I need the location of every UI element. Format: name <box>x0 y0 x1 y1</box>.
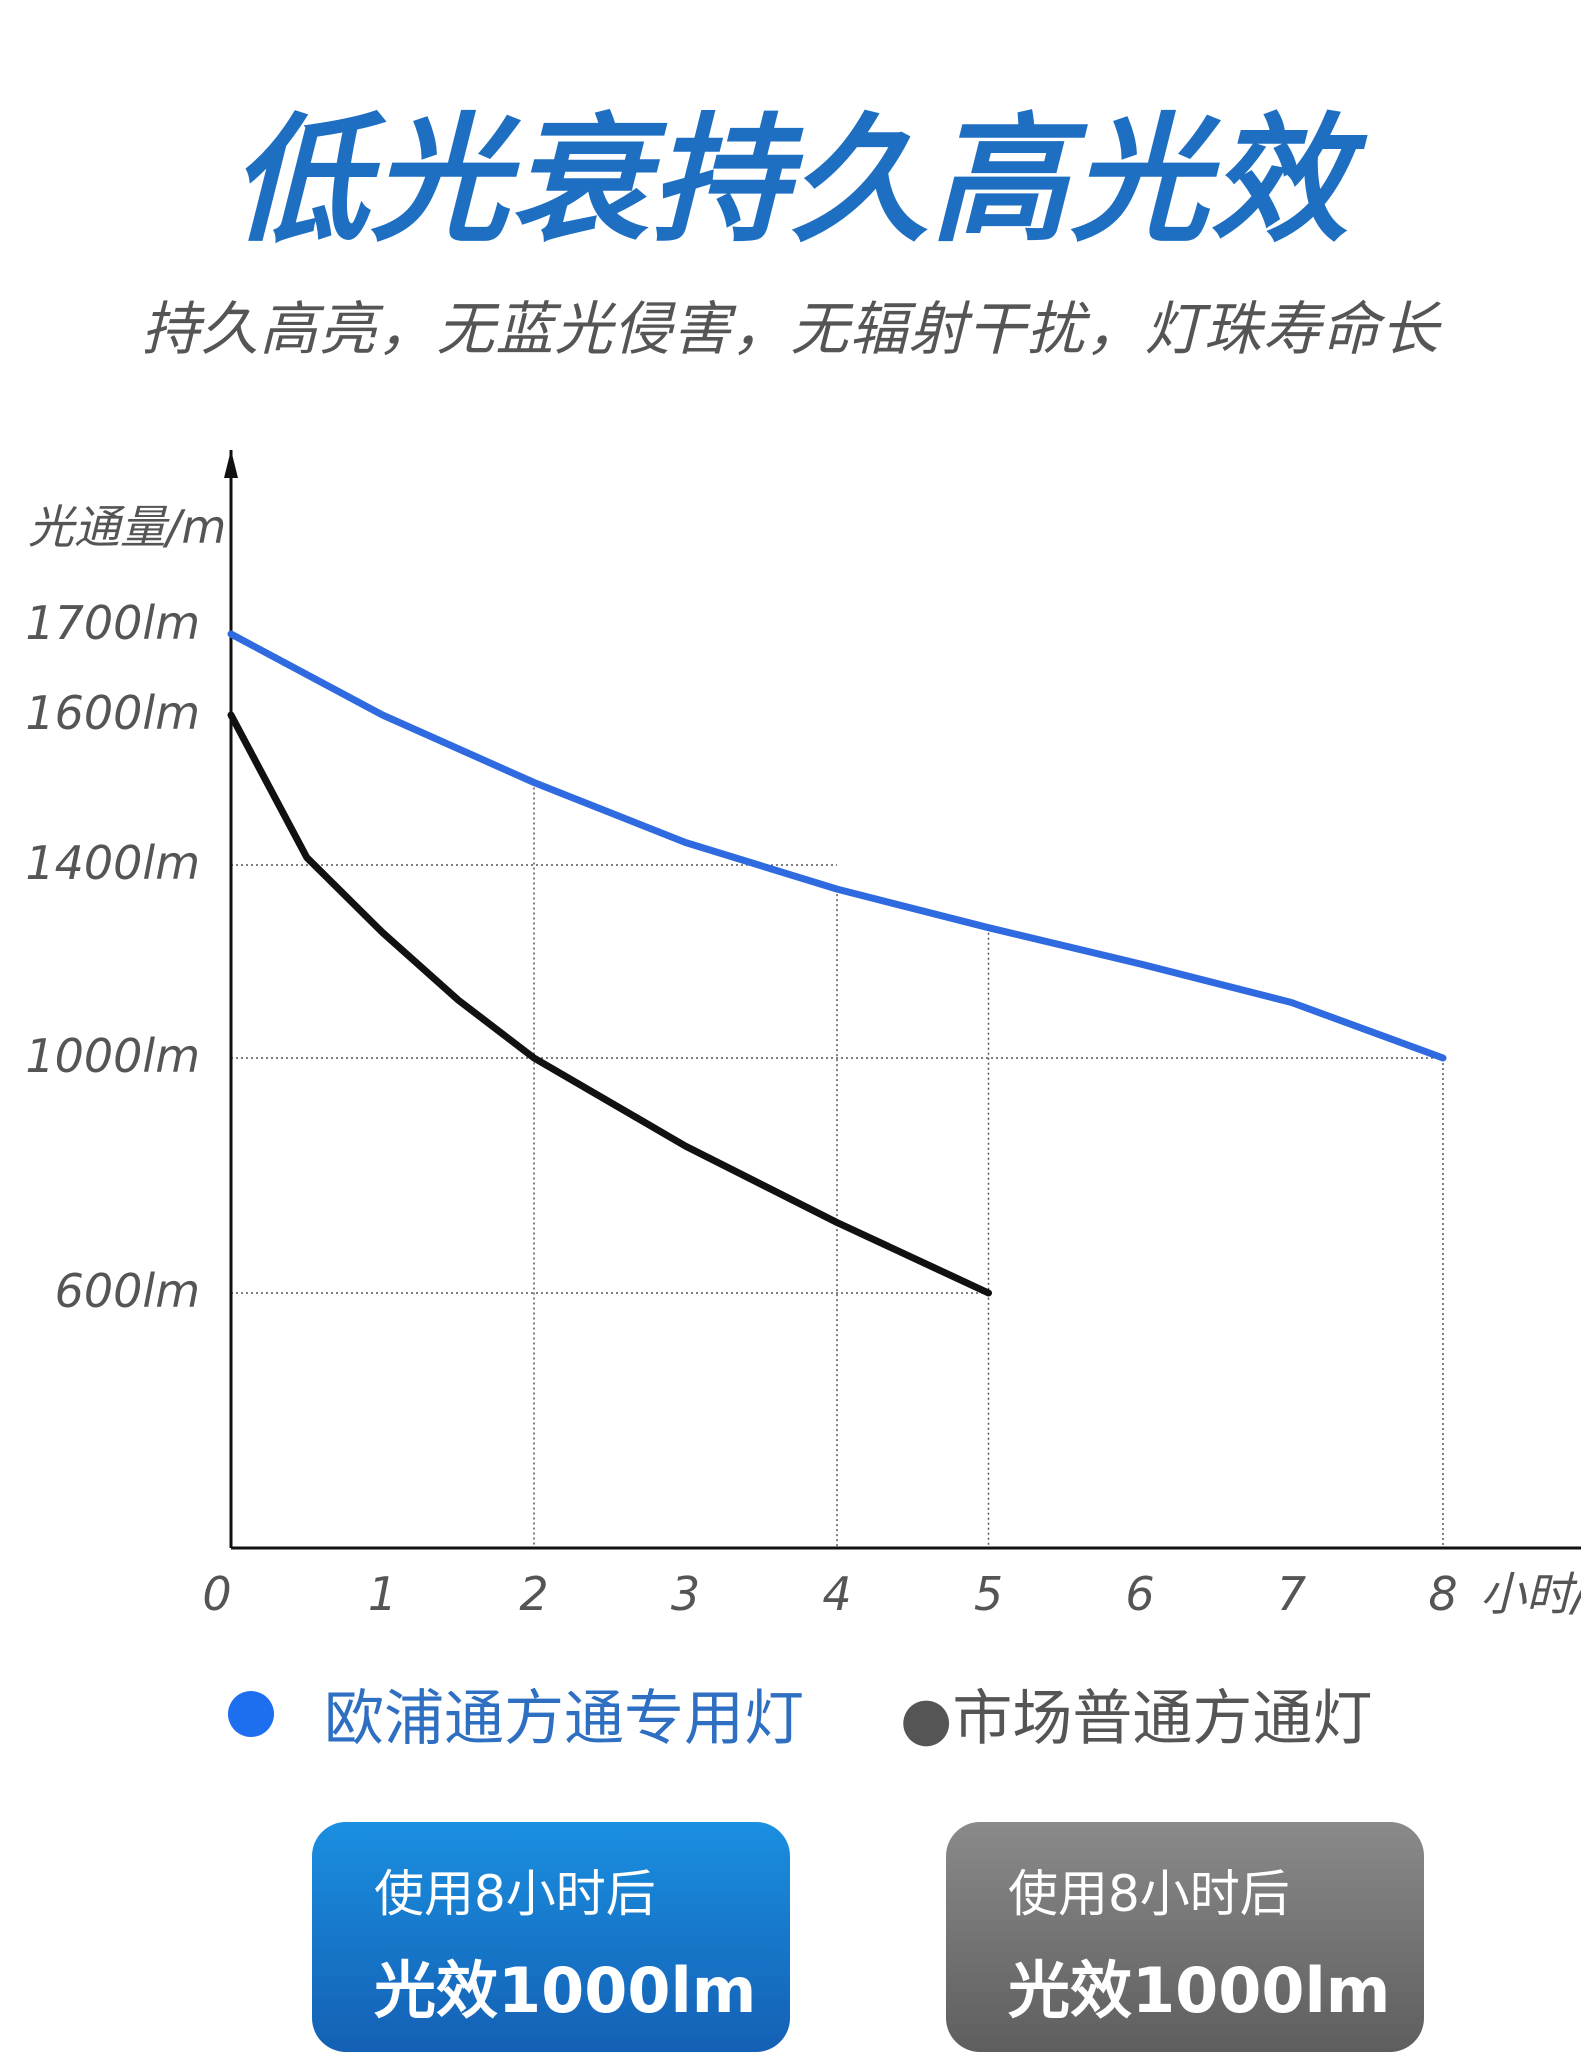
y-axis-arrow <box>224 450 238 478</box>
x-tick-label-3: 3 <box>671 1567 700 1621</box>
legend-item-market: ●市场普通方通灯 <box>900 1670 1372 1757</box>
legend-blue-label: 欧浦通方通专用灯 <box>324 1684 804 1754</box>
y-tick-label-3: 1000lm <box>25 1029 200 1083</box>
x-tick-label-4: 4 <box>822 1567 851 1621</box>
card-blue-value: 光效1000lm <box>374 1954 757 2027</box>
y-axis-label: 光通量/m <box>28 500 226 554</box>
series-line-0 <box>227 630 1447 1062</box>
chart-axes <box>224 450 1581 1550</box>
page-subtitle: 持久高亮，无蓝光侵害，无辐射干扰，灯珠寿命长 <box>141 295 1440 363</box>
y-tick-label-4: 600lm <box>55 1264 200 1318</box>
y-tick-label-0: 1700lm <box>25 596 200 650</box>
y-tick-label-1: 1600lm <box>25 686 200 740</box>
y-tick-label-2: 1400lm <box>25 836 200 890</box>
light-decay-chart: 光通量/m 小时/ 1700lm1600lm1400lm1000lm600lm … <box>25 450 1581 1621</box>
result-card-market: 使用8小时后 光效1000lm <box>946 1822 1424 2052</box>
x-tick-label-5: 5 <box>974 1567 1003 1621</box>
x-axis-label: 小时/ <box>1480 1567 1581 1621</box>
page-title: 低光衰持久高光效 <box>230 100 1351 261</box>
result-card-opt: 使用8小时后 光效1000lm <box>312 1822 790 2052</box>
y-tick-labels: 1700lm 1600lm 1400lm 1000lm 600lm <box>25 596 200 1318</box>
legend-item-opt: 欧浦通方通专用灯 <box>228 1670 804 1757</box>
card-gray-value: 光效1000lm <box>1008 1954 1391 2027</box>
x-tick-labels: 0 1 2 3 4 5 6 7 8 <box>202 1567 1457 1621</box>
legend-blue-dot <box>228 1690 274 1737</box>
series-line-1 <box>227 711 992 1297</box>
x-tick-label-8: 8 <box>1428 1567 1457 1621</box>
card-gray-caption: 使用8小时后 <box>1008 1865 1290 1923</box>
x-tick-label-0: 0 <box>202 1567 231 1621</box>
x-tick-label-1: 1 <box>368 1567 397 1621</box>
legend-gray-label: ●市场普通方通灯 <box>900 1684 1373 1754</box>
reference-grid <box>231 782 1444 1548</box>
x-tick-label-6: 6 <box>1125 1567 1154 1621</box>
x-tick-label-7: 7 <box>1277 1567 1306 1621</box>
series-lines <box>227 630 1447 1297</box>
card-blue-caption: 使用8小时后 <box>374 1865 656 1923</box>
x-tick-label-2: 2 <box>519 1567 548 1621</box>
